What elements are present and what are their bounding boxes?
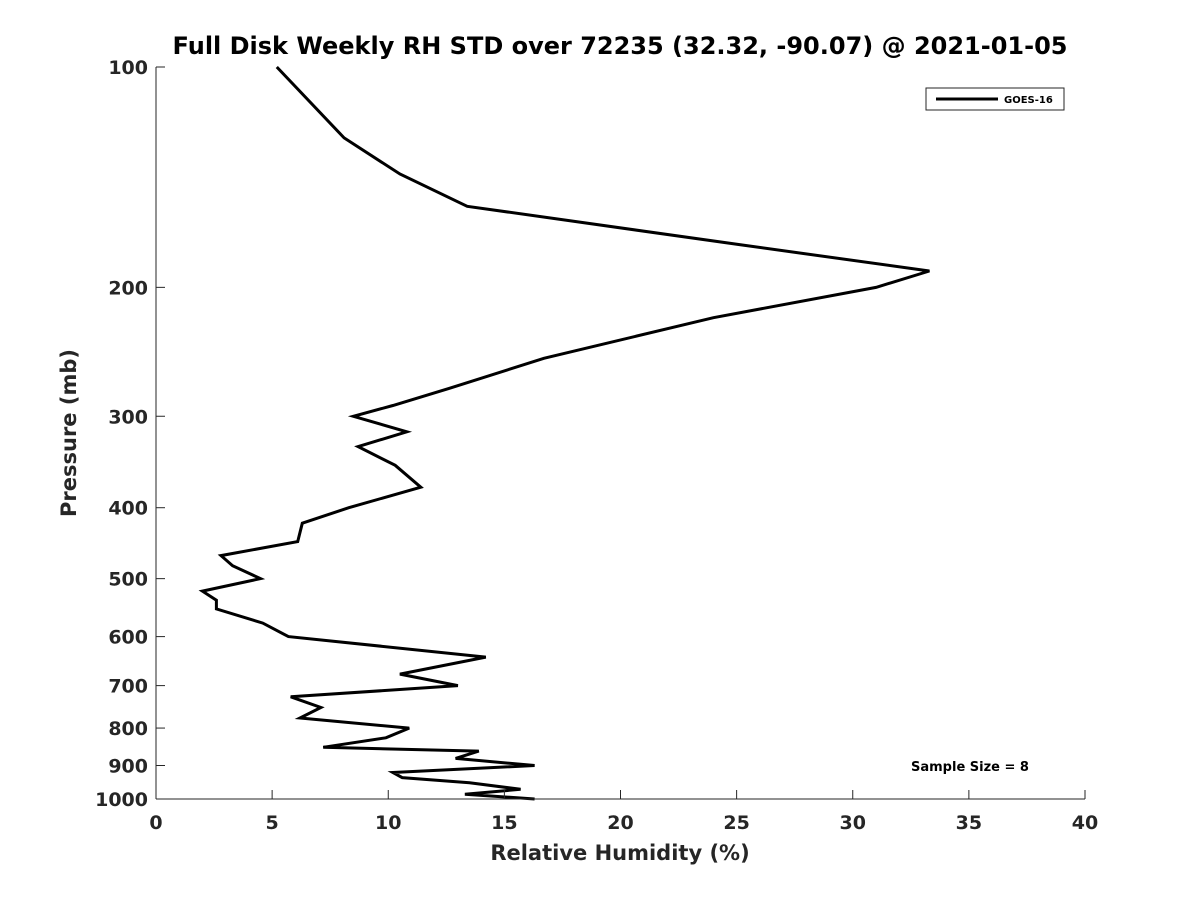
x-tick-label: 0 <box>149 812 162 834</box>
x-tick-label: 15 <box>491 812 517 834</box>
series-line-goes-16 <box>198 65 930 801</box>
y-tick-label: 200 <box>108 277 148 299</box>
x-tick-label: 10 <box>375 812 401 834</box>
legend-label-goes-16: GOES-16 <box>1004 95 1053 106</box>
plot-area <box>198 65 930 801</box>
x-tick-label: 25 <box>723 812 749 834</box>
x-tick-label: 40 <box>1072 812 1098 834</box>
y-tick-label: 400 <box>108 498 148 520</box>
x-axis-title: Relative Humidity (%) <box>490 841 749 865</box>
y-tick-label: 300 <box>108 406 148 428</box>
y-axis-title: Pressure (mb) <box>57 349 81 517</box>
y-tick-label: 600 <box>108 627 148 649</box>
y-tick-label: 1000 <box>95 789 148 811</box>
x-tick-label: 5 <box>266 812 279 834</box>
x-tick-label: 20 <box>607 812 633 834</box>
x-tick-label: 35 <box>956 812 982 834</box>
x-tick-label: 30 <box>840 812 866 834</box>
axes: 0 5 10 15 20 25 30 35 40 100 200 300 400 500 600 700 800… <box>95 57 1098 834</box>
y-tick-label: 800 <box>108 718 148 740</box>
y-tick-label: 100 <box>108 57 148 79</box>
y-tick-label: 900 <box>108 756 148 778</box>
sample-size-annotation: Sample Size = 8 <box>911 760 1029 775</box>
y-tick-label: 500 <box>108 569 148 591</box>
legend: GOES-16 <box>925 87 1065 111</box>
y-tick-label: 700 <box>108 676 148 698</box>
chart-title: Full Disk Weekly RH STD over 72235 (32.3… <box>173 32 1068 60</box>
